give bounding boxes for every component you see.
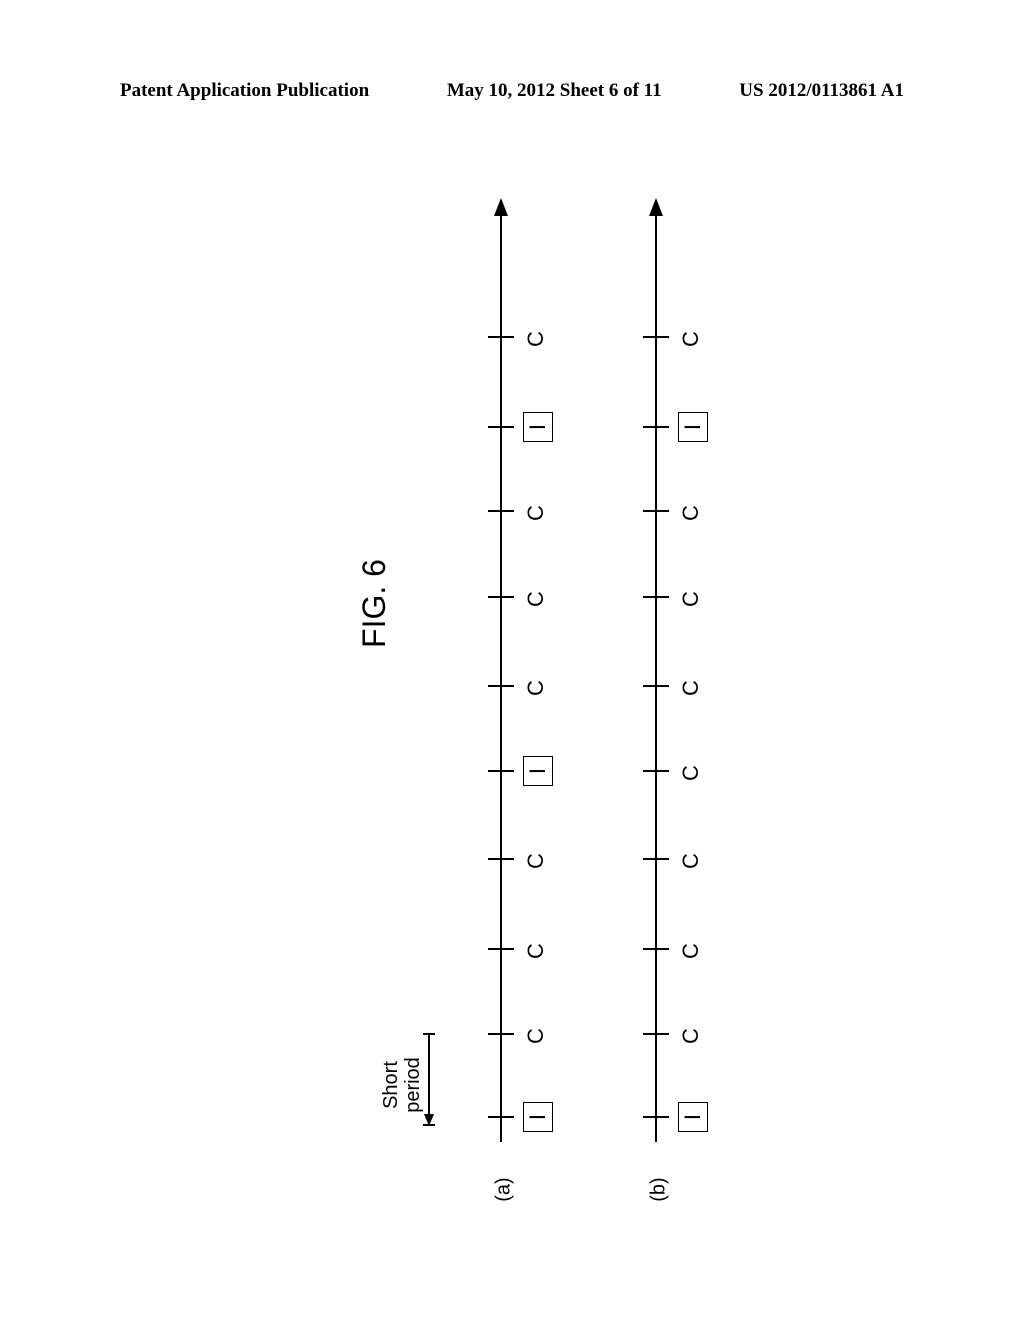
header-center: May 10, 2012 Sheet 6 of 11 (447, 80, 662, 102)
timeline-tick (488, 685, 514, 687)
tick-label: C (523, 680, 549, 696)
header-right: US 2012/0113861 A1 (739, 80, 904, 102)
tick-label: C (523, 591, 549, 607)
timeline-tick (488, 948, 514, 950)
timeline-tick (488, 1033, 514, 1035)
tick-label: C (678, 591, 704, 607)
bracket-cap (423, 1124, 435, 1126)
tick-label-boxed: I (523, 412, 553, 442)
timeline-tick (643, 948, 669, 950)
tick-label-boxed: I (678, 1102, 708, 1132)
tick-label: C (678, 853, 704, 869)
header-left: Patent Application Publication (120, 80, 369, 102)
timeline-arrowhead (494, 198, 508, 216)
timeline-tick (643, 685, 669, 687)
tick-label: C (523, 1028, 549, 1044)
timeline-tick (488, 510, 514, 512)
tick-label: C (523, 505, 549, 521)
timeline-tick (488, 336, 514, 338)
timeline-tick (643, 426, 669, 428)
timeline-tick (643, 596, 669, 598)
row-label: (a) (493, 1177, 516, 1201)
tick-label: C (678, 943, 704, 959)
timeline-tick (488, 596, 514, 598)
timeline-tick (643, 770, 669, 772)
timeline-axis (500, 200, 502, 1142)
tick-label-boxed: I (678, 412, 708, 442)
tick-label: C (523, 943, 549, 959)
timeline-tick (643, 510, 669, 512)
bracket-line (428, 1033, 430, 1116)
timeline-tick (643, 1116, 669, 1118)
short-period-label: Short period (380, 1057, 424, 1113)
timeline-tick (488, 426, 514, 428)
tick-label: C (523, 853, 549, 869)
tick-label: C (523, 331, 549, 347)
tick-label: C (678, 1028, 704, 1044)
row-label: (b) (648, 1177, 671, 1201)
tick-label: C (678, 331, 704, 347)
timeline-tick (488, 858, 514, 860)
timeline-tick (488, 770, 514, 772)
tick-label-boxed: I (523, 1102, 553, 1132)
timeline-arrowhead (649, 198, 663, 216)
timeline-tick (643, 1033, 669, 1035)
timeline-tick (643, 336, 669, 338)
tick-label-boxed: I (523, 756, 553, 786)
tick-label: C (678, 505, 704, 521)
page-header: Patent Application Publication May 10, 2… (0, 80, 1024, 102)
bracket-cap (423, 1033, 435, 1035)
timeline-tick (643, 858, 669, 860)
tick-label: C (678, 680, 704, 696)
tick-label: C (678, 765, 704, 781)
timeline-tick (488, 1116, 514, 1118)
timeline-axis (655, 200, 657, 1142)
figure-title: FIG. 6 (356, 559, 393, 648)
